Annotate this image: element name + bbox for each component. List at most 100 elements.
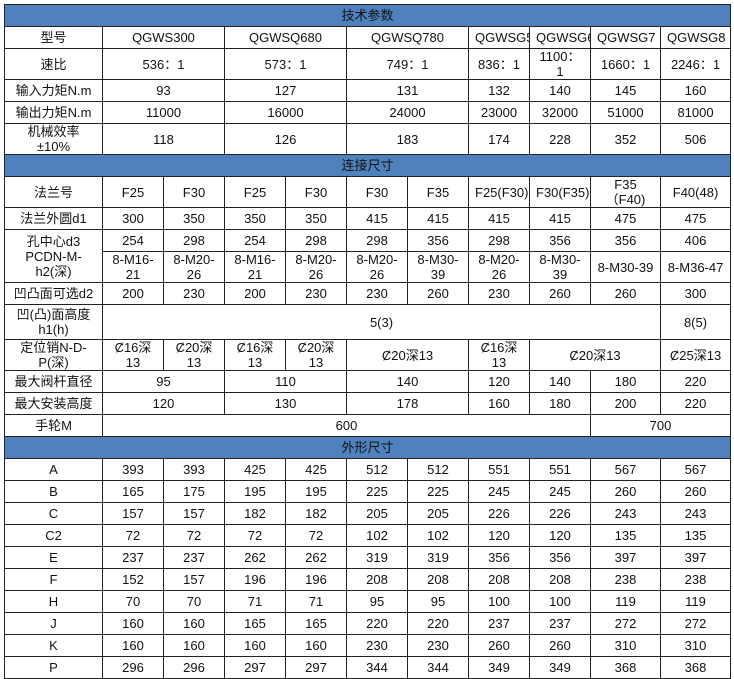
row-label: P — [4, 656, 103, 679]
cell-value: 72 — [102, 524, 164, 547]
cell-value: 230 — [346, 634, 408, 657]
cell-value: 8-M30-39 — [590, 251, 661, 283]
cell-value: 8-M30-39 — [529, 251, 591, 283]
cell-value: 208 — [346, 568, 408, 591]
cell-value: 415 — [468, 207, 530, 230]
cell-value: QGWSG5 — [468, 26, 530, 49]
row-label: K — [4, 634, 103, 657]
cell-value: QGWSQ780 — [346, 26, 469, 49]
cell-value: 230 — [468, 282, 530, 305]
row-label: 最大安装高度 — [4, 392, 103, 415]
cell-value: 230 — [163, 282, 225, 305]
cell-value: 225 — [346, 480, 408, 503]
outline-row: H 70 70 71 71 95 95 100 100 119 119 — [4, 590, 732, 613]
cell-value: 551 — [468, 458, 530, 481]
cell-value: 119 — [659, 590, 732, 613]
cell-value: 237 — [529, 612, 591, 635]
cell-value: 32000 — [529, 101, 591, 124]
cell-value: 352 — [590, 123, 661, 155]
outline-header-row: 外形尺寸 — [3, 436, 732, 459]
row-label: J — [4, 612, 103, 635]
cell-value: 350 — [163, 207, 225, 230]
row-label: A — [4, 458, 103, 481]
outline-row: J 160 160 165 165 220 220 237 237 272 272 — [4, 612, 732, 635]
cell-value: 160 — [163, 612, 225, 635]
cell-value: 220 — [407, 612, 469, 635]
cell-value: 160 — [468, 392, 530, 415]
cell-value: 145 — [590, 79, 661, 102]
cell-value: QGWSG6 — [529, 26, 591, 49]
row-label: 机械效率±10% — [4, 123, 103, 155]
cell-value: F25 — [102, 176, 164, 208]
cell-value: 102 — [346, 524, 408, 547]
cell-value: 16000 — [224, 101, 347, 124]
cell-value: 415 — [346, 207, 408, 230]
cell-value: QGWSG7 — [590, 26, 661, 49]
cell-value: 130 — [224, 392, 347, 415]
cell-value: 475 — [659, 207, 732, 230]
cell-value: 260 — [590, 282, 661, 305]
cell-value: 238 — [590, 568, 661, 591]
cell-value: 230 — [407, 634, 469, 657]
cell-value: 8-M20-26 — [285, 251, 347, 283]
cell-value: 220 — [659, 392, 732, 415]
cell-value: 344 — [407, 656, 469, 679]
cell-value: 182 — [224, 502, 286, 525]
cell-value: 165 — [224, 612, 286, 635]
cell-value: 8-M30-39 — [407, 251, 469, 283]
cell-value: 272 — [659, 612, 732, 635]
connection-row: 凹(凸)面高度h1(h) 5(3) 8(5) — [4, 304, 732, 340]
cell-value: 475 — [590, 207, 661, 230]
cell-value: 157 — [163, 502, 225, 525]
outline-row: C2 72 72 72 72 102 102 120 120 135 135 — [4, 524, 732, 547]
row-label: 法兰号 — [4, 176, 103, 208]
cell-value: 23000 — [468, 101, 530, 124]
cell-value: 70 — [102, 590, 164, 613]
connection-header-row: 连接尺寸 — [3, 154, 732, 177]
cell-value: 368 — [659, 656, 732, 679]
cell-value: 368 — [590, 656, 661, 679]
cell-value: 157 — [102, 502, 164, 525]
cell-value: 238 — [659, 568, 732, 591]
cell-value: 230 — [346, 282, 408, 305]
cell-value: 100 — [468, 590, 530, 613]
cell-value: 298 — [468, 229, 530, 252]
spec-table: 技术参数 型号 QGWS300 QGWSQ680 QGWSQ780 QGWSG5 QGWSG… — [3, 4, 732, 679]
cell-value: F30(F35) — [529, 176, 591, 208]
cell-value: 260 — [590, 480, 661, 503]
row-label: 定位销N-D-P(深) — [4, 339, 103, 371]
cell-value: Ȼ20深13 — [529, 339, 661, 371]
cell-value: 226 — [468, 502, 530, 525]
cell-value: F30 — [346, 176, 408, 208]
cell-value: 349 — [468, 656, 530, 679]
cell-value: 296 — [163, 656, 225, 679]
cell-value: 205 — [407, 502, 469, 525]
cell-value: 8-M16-21 — [224, 251, 286, 283]
cell-value: 180 — [529, 392, 591, 415]
cell-value: 245 — [529, 480, 591, 503]
row-label: 孔中心d3 PCDN-M-h2(深) — [4, 229, 103, 283]
cell-value: 356 — [407, 229, 469, 252]
cell-value: 72 — [224, 524, 286, 547]
cell-value: 183 — [346, 123, 469, 155]
cell-value: 749：1 — [346, 48, 469, 80]
cell-value: 195 — [285, 480, 347, 503]
row-label: 输出力矩N.m — [4, 101, 103, 124]
row-label: 凹(凸)面高度h1(h) — [4, 304, 103, 340]
cell-value: 349 — [529, 656, 591, 679]
cell-value: 298 — [346, 229, 408, 252]
cell-value: 93 — [102, 79, 225, 102]
cell-value: 165 — [285, 612, 347, 635]
cell-value: 243 — [590, 502, 661, 525]
cell-value: 208 — [468, 568, 530, 591]
cell-value: 72 — [163, 524, 225, 547]
cell-value: 298 — [285, 229, 347, 252]
tech-row: 输入力矩N.m 93 127 131 132 140 145 160 — [4, 79, 732, 102]
row-label: 最大阀杆直径 — [4, 370, 103, 393]
connection-row: 8-M16-21 8-M20-26 8-M16-21 8-M20-26 8-M20-26… — [5, 251, 732, 283]
cell-value: 300 — [659, 282, 732, 305]
cell-value: 356 — [590, 229, 661, 252]
cell-value: QGWS300 — [102, 26, 225, 49]
cell-value: Ȼ20深13 — [163, 339, 225, 371]
cell-value: 567 — [590, 458, 661, 481]
